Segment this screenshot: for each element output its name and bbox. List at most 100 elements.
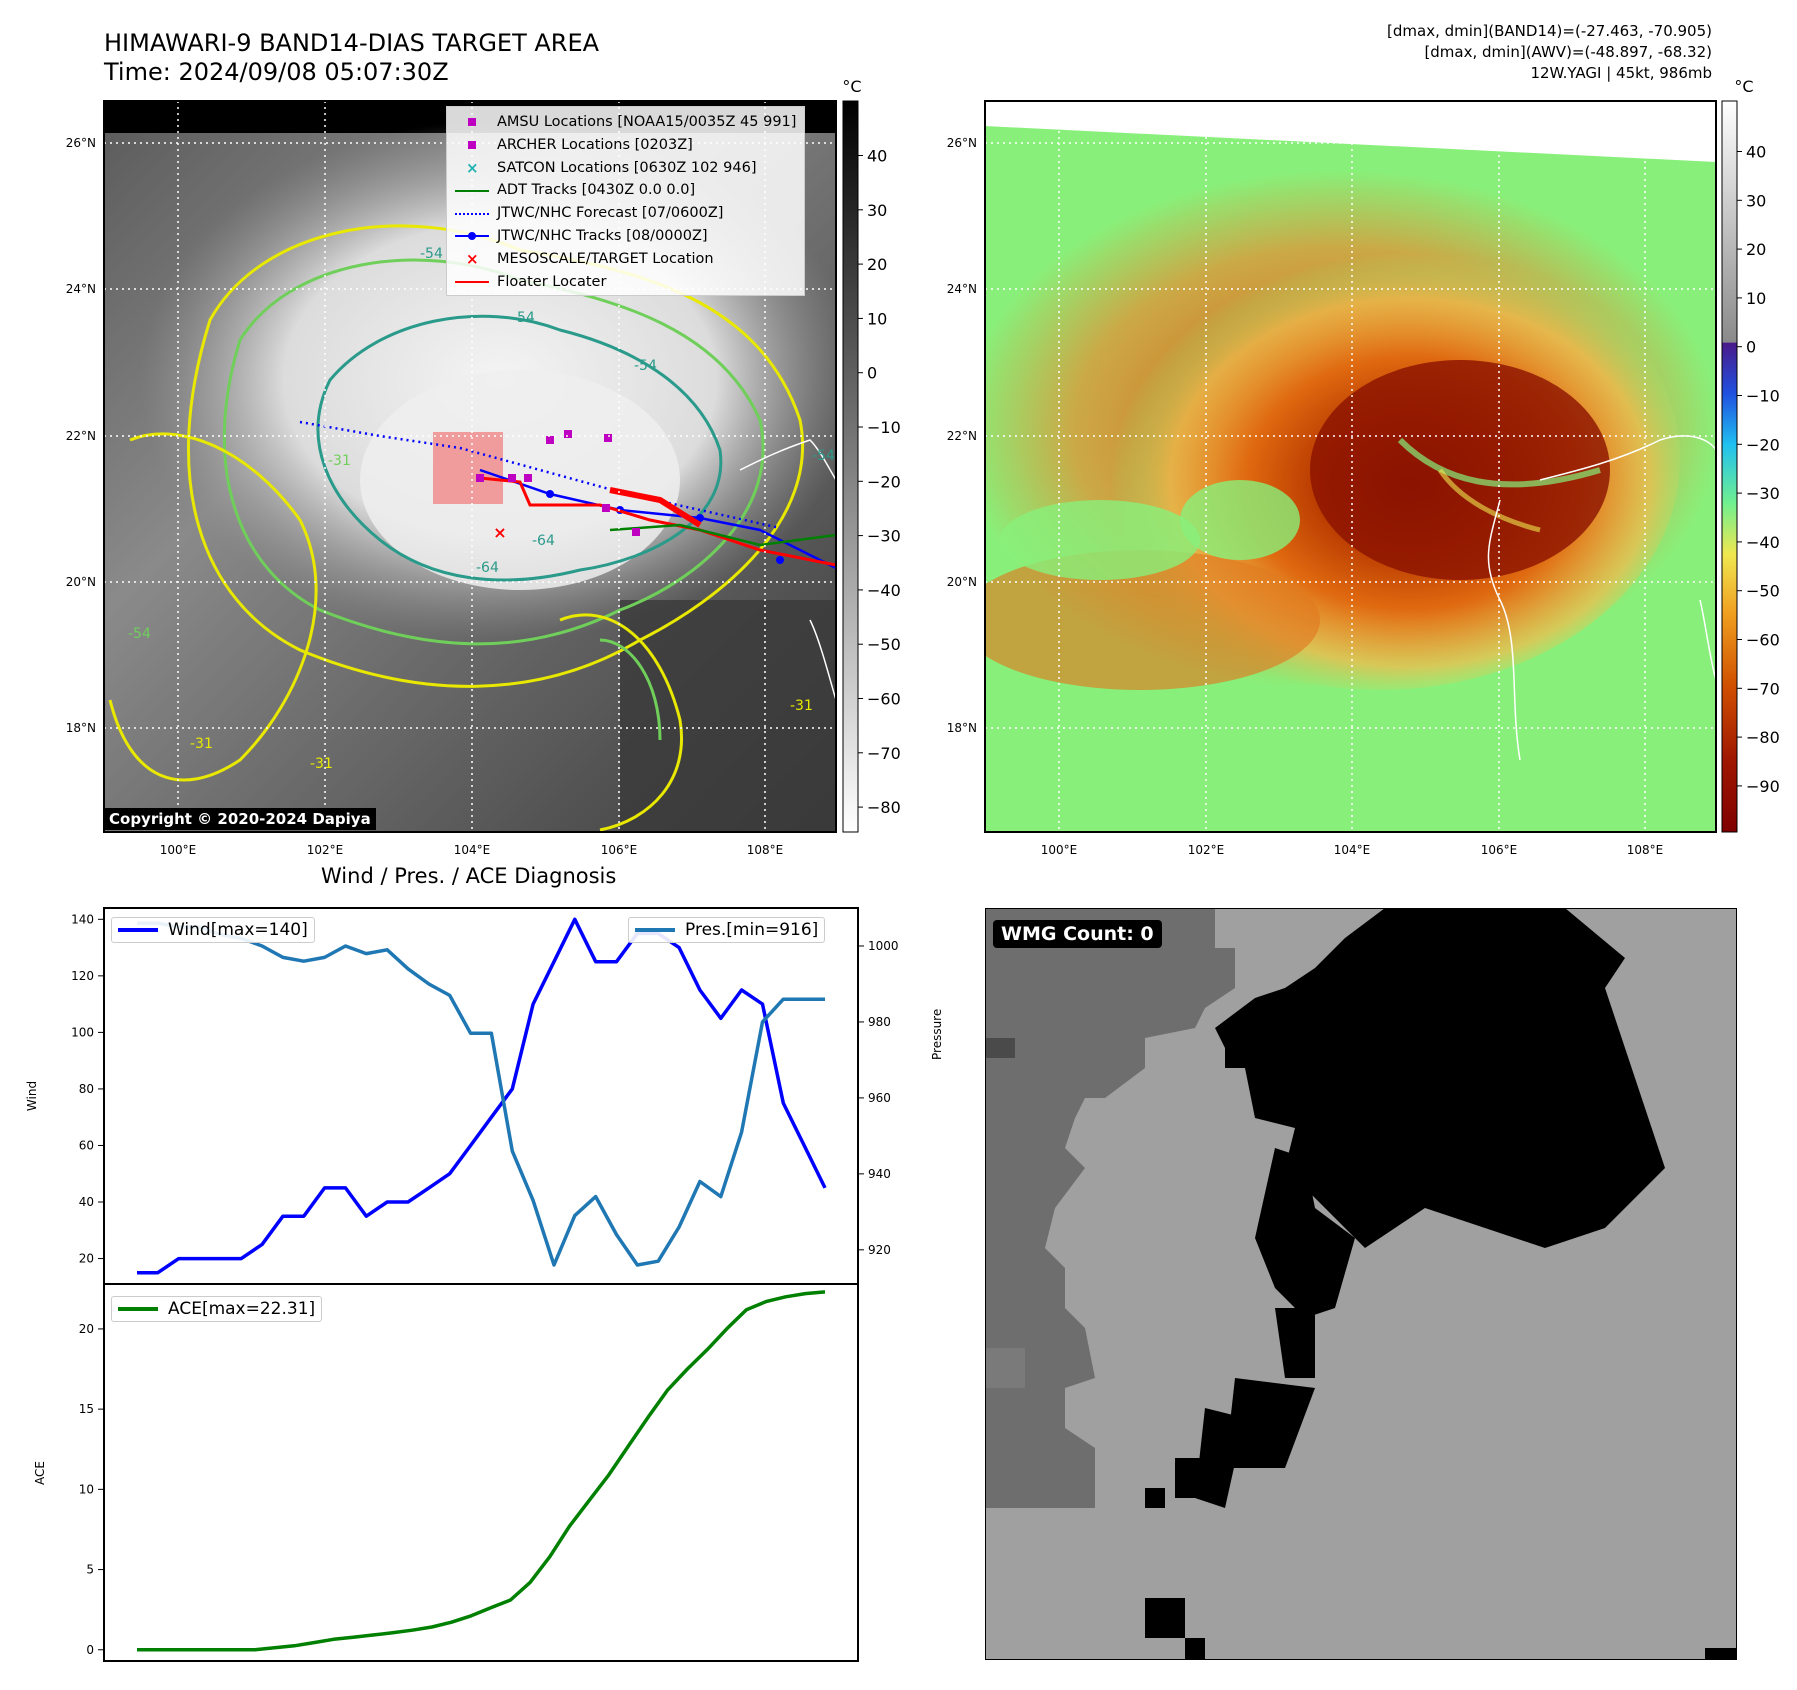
wind-tick: 120 <box>71 969 94 983</box>
colorbar-tick: −20 <box>1746 435 1780 454</box>
legend-label: JTWC/NHC Tracks [08/0000Z] <box>497 227 708 244</box>
lon-tick: 108°E <box>1627 843 1664 857</box>
legend-label: SATCON Locations [0630Z 102 946] <box>497 159 757 176</box>
lat-tick: 24°N <box>947 282 977 296</box>
lon-tick: 102°E <box>1188 843 1225 857</box>
legend-entry: JTWC/NHC Forecast [07/0600Z] <box>455 202 796 225</box>
legend-label: MESOSCALE/TARGET Location <box>497 250 714 267</box>
colorbar-tick: −30 <box>867 527 900 546</box>
lon-tick: 106°E <box>601 843 638 857</box>
colorbar-tick: −50 <box>1746 582 1780 601</box>
lat-tick: 18°N <box>947 721 977 735</box>
lon-tick: 100°E <box>160 843 197 857</box>
colorbar-tick: 10 <box>1746 289 1766 308</box>
colorbar-tick: 20 <box>1746 240 1766 259</box>
ir-colorbar-unit: °C <box>842 77 861 96</box>
wind-legend: Wind[max=140] <box>111 917 315 943</box>
lon-tick: 104°E <box>454 843 491 857</box>
colorbar-tick: 0 <box>867 364 877 383</box>
lat-tick: 22°N <box>66 429 96 443</box>
info-awv: [dmax, dmin](AWV)=(-48.897, -68.32) <box>1424 43 1712 61</box>
pressure-legend-label: Pres.[min=916] <box>685 920 819 940</box>
wind-legend-label: Wind[max=140] <box>168 920 308 940</box>
ace-axes <box>103 1283 859 1662</box>
legend-label: ARCHER Locations [0203Z] <box>497 136 693 153</box>
diagnosis-title: Wind / Pres. / ACE Diagnosis <box>321 864 617 888</box>
legend-label: JTWC/NHC Forecast [07/0600Z] <box>497 205 724 222</box>
copyright-badge: Copyright © 2020-2024 Dapiya <box>104 808 376 830</box>
colorbar-tick: 10 <box>867 309 887 328</box>
wind-pres-axes <box>103 907 859 1285</box>
pressure-tick: 1000 <box>868 939 899 953</box>
colorbar-tick: 30 <box>867 201 887 220</box>
legend-label: Floater Locater <box>497 273 607 290</box>
colorbar-tick: −10 <box>867 418 900 437</box>
legend-symbol: × <box>466 250 479 269</box>
ace-legend: ACE[max=22.31] <box>111 1296 323 1322</box>
pressure-tick: 940 <box>868 1167 891 1181</box>
wind-tick: 140 <box>71 912 94 926</box>
lat-tick: 26°N <box>66 136 96 150</box>
pressure-legend-swatch <box>635 928 675 932</box>
lat-tick: 18°N <box>66 721 96 735</box>
legend-label: AMSU Locations [NOAA15/0035Z 45 991] <box>497 114 797 130</box>
ace-legend-label: ACE[max=22.31] <box>168 1299 316 1319</box>
legend-symbol <box>455 229 489 243</box>
ace-tick: 10 <box>79 1482 94 1496</box>
lon-tick: 100°E <box>1041 843 1078 857</box>
colorbar-tick: 40 <box>1746 143 1766 162</box>
ace-legend-swatch <box>118 1307 158 1311</box>
colorbar-tick: −10 <box>1746 387 1780 406</box>
wind-tick: 40 <box>79 1195 94 1209</box>
ace-tick: 5 <box>86 1563 94 1577</box>
info-band14: [dmax, dmin](BAND14)=(-27.463, -70.905) <box>1387 22 1712 40</box>
legend-entry: JTWC/NHC Tracks [08/0000Z] <box>455 225 796 248</box>
awv-colorbar <box>1721 100 1738 833</box>
lat-tick: 22°N <box>947 429 977 443</box>
lon-tick: 104°E <box>1334 843 1371 857</box>
pressure-tick: 960 <box>868 1091 891 1105</box>
legend-symbol <box>455 275 489 289</box>
ir-map-legend: AMSU Locations [NOAA15/0035Z 45 991] ARCH… <box>446 106 806 297</box>
legend-entry: ARCHER Locations [0203Z] <box>455 134 796 157</box>
lat-tick: 20°N <box>66 575 96 589</box>
legend-label: ADT Tracks [0430Z 0.0 0.0] <box>497 182 696 199</box>
pressure-legend: Pres.[min=916] <box>628 917 826 943</box>
contour-label: -54 <box>812 448 835 464</box>
legend-entry: Floater Locater <box>455 271 796 294</box>
lon-tick: 102°E <box>307 843 344 857</box>
colorbar-tick: −80 <box>1746 728 1780 747</box>
wind-axis-label: Wind <box>25 1081 39 1111</box>
svg-text:×: × <box>493 523 506 542</box>
wmg-count-badge: WMG Count: 0 <box>993 920 1162 948</box>
wmg-panel <box>985 908 1737 1660</box>
wind-legend-swatch <box>118 928 158 932</box>
legend-entry: × MESOSCALE/TARGET Location <box>455 248 796 271</box>
pressure-tick: 980 <box>868 1015 891 1029</box>
colorbar-tick: −70 <box>867 744 900 763</box>
colorbar-tick: −60 <box>867 690 900 709</box>
colorbar-tick: 0 <box>1746 338 1756 357</box>
contour-label: -64 <box>476 560 499 576</box>
colorbar-tick: −80 <box>867 798 900 817</box>
colorbar-tick: −90 <box>1746 777 1780 796</box>
awv-map-panel: 26°N 24°N 22°N 20°N 18°N 100°E 102°E 104… <box>947 77 1780 857</box>
lat-tick: 24°N <box>66 282 96 296</box>
lon-tick: 108°E <box>747 843 784 857</box>
colorbar-tick: 40 <box>867 147 887 166</box>
ace-tick: 20 <box>79 1322 94 1336</box>
time-label: Time: 2024/09/08 05:07:30Z <box>104 58 449 86</box>
legend-symbol <box>455 115 489 129</box>
ir-colorbar <box>842 100 859 833</box>
legend-symbol <box>455 207 489 221</box>
legend-symbol <box>455 138 489 152</box>
wind-tick: 80 <box>79 1082 94 1096</box>
legend-entry: AMSU Locations [NOAA15/0035Z 45 991] <box>455 111 796 134</box>
contour-label: -31 <box>190 736 213 752</box>
wind-tick: 20 <box>79 1252 94 1266</box>
ace-tick: 0 <box>86 1643 94 1657</box>
colorbar-tick: −40 <box>867 581 900 600</box>
contour-label: -54 <box>512 310 535 326</box>
contour-label: -31 <box>310 756 333 772</box>
